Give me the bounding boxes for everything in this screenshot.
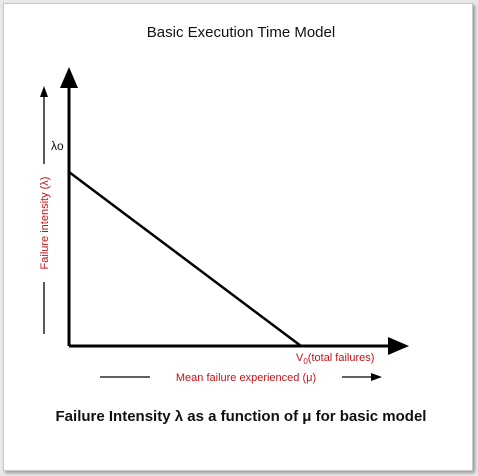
- y-axis-label-backdrop: [36, 164, 52, 282]
- caption-lambda: λ: [175, 408, 184, 425]
- diagram-title: Basic Execution Time Model: [147, 24, 335, 41]
- y-axis-arrowhead: [60, 67, 78, 88]
- figure-caption: Failure Intensity λ as a function of μ f…: [56, 408, 427, 425]
- caption-part2: as a function of: [183, 408, 302, 425]
- x-axis-arrowhead: [388, 337, 409, 355]
- failure-intensity-line: [68, 171, 302, 347]
- v0-suffix: (total failures): [308, 352, 375, 364]
- figure-card: [3, 3, 473, 471]
- v0-label: V0(total failures): [296, 352, 374, 366]
- caption-part3: for basic model: [311, 408, 426, 425]
- lambda-zero-label: λo: [51, 139, 64, 153]
- caption-part1: Failure Intensity: [56, 408, 175, 425]
- caption-mu: μ: [302, 408, 311, 425]
- x-axis-direction-arrowhead: [371, 373, 382, 381]
- x-axis-label: Mean failure experienced (μ): [176, 372, 316, 384]
- y-axis-direction-arrowhead: [40, 86, 48, 97]
- v0-main: V: [296, 352, 304, 364]
- v0-subscript: 0: [303, 357, 308, 366]
- y-axis-label: Failure intensity (λ): [39, 177, 51, 270]
